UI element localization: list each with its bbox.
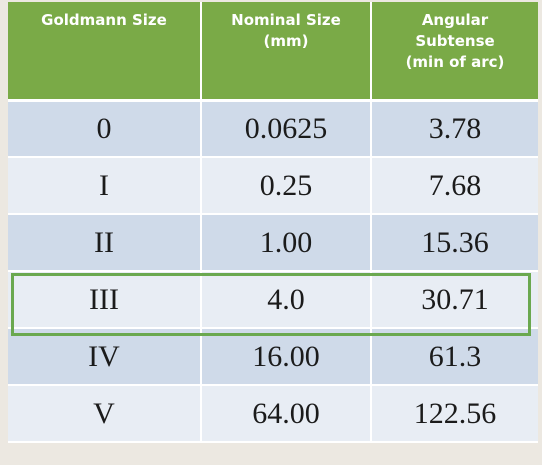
goldmann-size-table: Goldmann Size Nominal Size (mm) Angular … (8, 2, 538, 443)
cell-nominal-size: 1.00 (201, 214, 372, 272)
cell-angular-subtense: 61.3 (371, 328, 538, 386)
cell-goldmann-size: III (8, 271, 202, 329)
cell-goldmann-size: 0 (8, 100, 202, 158)
cell-angular-subtense: 15.36 (371, 214, 538, 272)
cell-nominal-size: 16.00 (201, 328, 372, 386)
table-row: V 64.00 122.56 (8, 385, 538, 443)
cell-angular-subtense: 7.68 (371, 157, 538, 215)
header-line: Angular (421, 11, 489, 29)
header-line: (mm) (263, 32, 309, 50)
goldmann-size-table-container: Goldmann Size Nominal Size (mm) Angular … (8, 2, 538, 462)
table-row: IV 16.00 61.3 (8, 328, 538, 386)
header-line: Subtense (415, 32, 495, 50)
table-row: I 0.25 7.68 (8, 157, 538, 215)
header-goldmann-size: Goldmann Size (8, 2, 202, 102)
table-row-highlighted: III 4.0 30.71 (8, 271, 538, 329)
cell-goldmann-size: V (8, 385, 202, 443)
header-line: Goldmann Size (41, 11, 167, 29)
cell-goldmann-size: IV (8, 328, 202, 386)
table-header-row: Goldmann Size Nominal Size (mm) Angular … (8, 2, 538, 102)
table-row: II 1.00 15.36 (8, 214, 538, 272)
cell-angular-subtense: 3.78 (371, 100, 538, 158)
cell-nominal-size: 64.00 (201, 385, 372, 443)
header-line: (min of arc) (405, 53, 505, 71)
cell-nominal-size: 0.25 (201, 157, 372, 215)
cell-goldmann-size: II (8, 214, 202, 272)
cell-angular-subtense: 122.56 (371, 385, 538, 443)
cell-nominal-size: 0.0625 (201, 100, 372, 158)
cell-goldmann-size: I (8, 157, 202, 215)
header-line: Nominal Size (231, 11, 341, 29)
cell-angular-subtense: 30.71 (371, 271, 538, 329)
table-row: 0 0.0625 3.78 (8, 100, 538, 158)
header-angular-subtense: Angular Subtense (min of arc) (371, 2, 538, 102)
cell-nominal-size: 4.0 (201, 271, 372, 329)
header-nominal-size: Nominal Size (mm) (201, 2, 372, 102)
